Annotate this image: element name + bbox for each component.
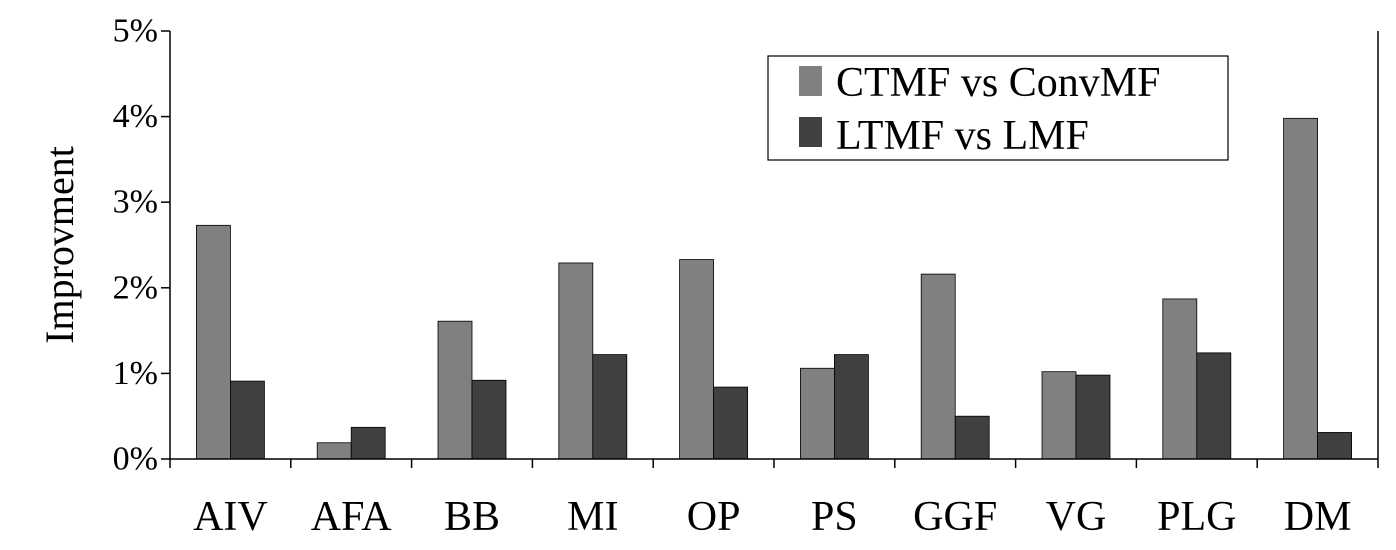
y-tick-label: 5% — [113, 13, 158, 50]
bar-ltmf-dm — [1317, 432, 1352, 460]
bar-ctmf-op — [679, 259, 714, 460]
x-category-label: GGF — [913, 494, 997, 540]
bar-ltmf-afa — [350, 426, 386, 460]
bar-ctmf-bb — [437, 320, 473, 460]
x-category-label: PS — [811, 494, 858, 540]
x-category-label: DM — [1284, 494, 1352, 540]
x-category-label: BB — [444, 494, 500, 540]
bar-ctmf-ps — [800, 367, 835, 460]
bar-ctmf-ggf — [920, 273, 956, 460]
x-category-label: AFA — [311, 494, 393, 540]
y-tick-label: 0% — [113, 441, 158, 478]
bar-ctmf-vg — [1041, 371, 1077, 460]
x-category-label: PLG — [1157, 494, 1236, 540]
legend-label-ltmf: LTMF vs LMF — [836, 113, 1089, 159]
bar-ctmf-mi — [558, 262, 594, 460]
bar-ctmf-plg — [1162, 298, 1198, 460]
bar-ltmf-plg — [1196, 352, 1232, 460]
y-tick-label: 4% — [113, 98, 158, 135]
bar-ltmf-mi — [592, 354, 628, 460]
bar-ltmf-vg — [1075, 374, 1111, 460]
plot-area: 0% 1% 2% 3% 4% 5% AIV AFA BB MI OP PS GGF VG PLG DM — [113, 13, 1379, 540]
bar-ltmf-aiv — [229, 380, 265, 460]
legend-label-ctmf: CTMF vs ConvMF — [836, 60, 1160, 106]
bar-ctmf-dm — [1283, 117, 1318, 460]
bar-ctmf-aiv — [195, 224, 231, 460]
x-category-label: VG — [1046, 494, 1107, 540]
bar-ltmf-op — [713, 386, 748, 460]
x-category-label: AIV — [193, 494, 268, 540]
legend: CTMF vs ConvMF LTMF vs LMF — [767, 55, 1229, 161]
legend-swatch-ctmf — [799, 66, 822, 96]
y-tick-label: 1% — [113, 355, 158, 392]
bar-ltmf-ggf — [954, 415, 990, 460]
bar-ltmf-ps — [834, 354, 869, 460]
legend-swatch-ltmf — [799, 117, 822, 147]
legend-box — [767, 55, 1229, 161]
bar-ltmf-bb — [471, 379, 507, 460]
y-tick-label: 3% — [113, 184, 158, 221]
bar-ctmf-afa — [316, 442, 352, 460]
x-category-label: OP — [687, 494, 741, 540]
y-tick-label: 2% — [113, 269, 158, 306]
y-axis-title: Improvment — [37, 146, 82, 344]
x-category-label: MI — [567, 494, 618, 540]
